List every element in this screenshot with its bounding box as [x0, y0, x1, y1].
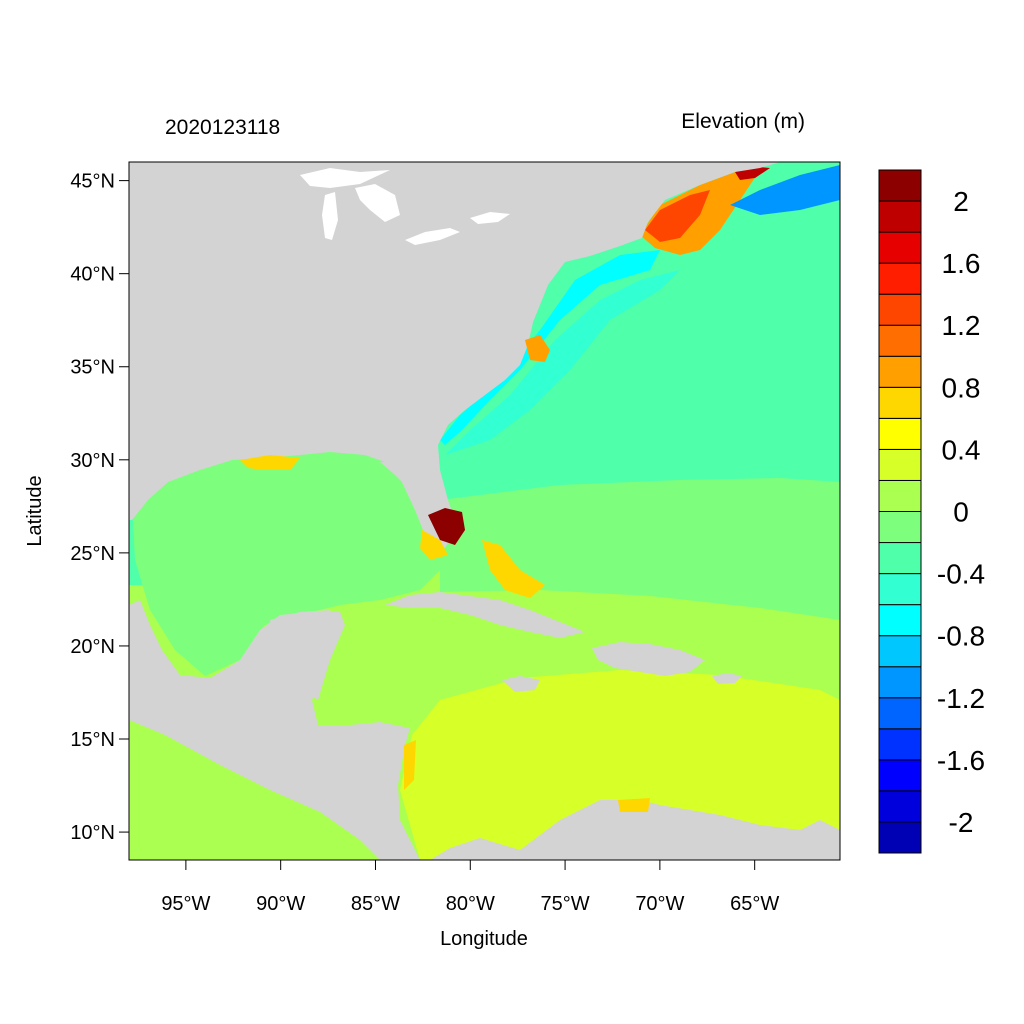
colorbar-box	[878, 293, 922, 326]
colorbar-label: 1.6	[942, 248, 981, 279]
x-axis-ticks: 95°W 90°W 85°W 80°W 75°W 70°W 65°W	[161, 860, 779, 915]
colorbar	[878, 169, 922, 854]
y-tick-label: 40°N	[70, 264, 115, 286]
x-tick-label: 95°W	[161, 893, 210, 915]
cuba-land	[385, 592, 585, 638]
y-tick-label: 45°N	[70, 171, 115, 193]
colorbar-label: 0	[953, 497, 969, 528]
mid-atlantic-coastal-band	[445, 270, 680, 455]
colorbar-box	[878, 355, 922, 388]
lake-huron	[355, 184, 400, 222]
colorbar-label: 0.8	[942, 372, 981, 403]
colorbar-box	[878, 324, 922, 357]
x-tick-label: 90°W	[256, 893, 305, 915]
y-tick-label: 35°N	[70, 357, 115, 379]
colorbar-label: 0.4	[942, 434, 981, 465]
x-tick-label: 70°W	[635, 893, 684, 915]
puerto-rico-land	[712, 673, 742, 684]
colorbar-label: 2	[953, 186, 969, 217]
central-america-land	[129, 600, 420, 860]
colorbar-label: -1.6	[937, 745, 985, 776]
scotian-shelf-low	[730, 165, 840, 215]
hispaniola-land	[592, 642, 705, 676]
south-florida-surge	[428, 508, 465, 545]
nicaragua-coast-surge	[404, 740, 416, 790]
y-tick-label: 30°N	[70, 450, 115, 472]
colorbar-box	[878, 821, 922, 854]
colorbar-label: -1.2	[937, 683, 985, 714]
chesapeake-surge	[525, 335, 550, 362]
variable-title: Elevation (m)	[681, 110, 805, 133]
x-tick-label: 65°W	[730, 893, 779, 915]
land-masses	[129, 162, 840, 860]
colorbar-box	[878, 231, 922, 264]
yucatan-land	[270, 610, 340, 700]
colorbar-label: -0.4	[937, 559, 985, 590]
colorbar-box	[878, 759, 922, 792]
colorbar-box	[878, 573, 922, 606]
colorbar-box	[878, 448, 922, 481]
colorbar-box	[878, 697, 922, 730]
lake-erie	[405, 228, 460, 245]
map-panel	[129, 162, 840, 860]
colorbar-box	[878, 790, 922, 823]
bahamas-surge	[482, 540, 545, 598]
lake-ontario	[470, 212, 510, 224]
colorbar-label: -2	[949, 807, 974, 838]
y-axis-ticks: 45°N 40°N 35°N 30°N 25°N 20°N 15°N 10°N	[70, 171, 129, 844]
jamaica-land	[502, 676, 540, 692]
date-title: 2020123118	[165, 116, 280, 139]
south-america-land	[430, 800, 840, 860]
colorbar-box	[878, 200, 922, 233]
y-tick-label: 15°N	[70, 729, 115, 751]
venezuela-coast-surge	[618, 798, 650, 812]
colorbar-box	[878, 386, 922, 419]
colorbar-labels: 2 1.6 1.2 0.8 0.4 0 -0.4 -0.8 -1.2 -1.6 -2	[937, 186, 985, 838]
colorbar-box	[878, 262, 922, 295]
colorbar-box	[878, 728, 922, 761]
florida-keys-surge	[420, 530, 448, 560]
colorbar-box	[878, 479, 922, 513]
x-tick-label: 85°W	[351, 893, 400, 915]
lake-superior	[300, 168, 390, 188]
x-tick-label: 75°W	[541, 893, 590, 915]
map-frame	[128, 161, 841, 861]
colorbar-label: -0.8	[937, 621, 985, 652]
y-axis-label: Latitude	[24, 475, 46, 546]
gulf-of-maine-peak	[645, 190, 710, 242]
gulf-coast-surge	[240, 455, 300, 470]
y-tick-label: 10°N	[70, 822, 115, 844]
colorbar-box	[878, 666, 922, 699]
north-america-land	[129, 162, 780, 548]
northeast-coastal-band	[440, 250, 660, 445]
colorbar-box	[878, 542, 922, 575]
colorbar-label: 1.2	[942, 310, 981, 341]
colorbar-box	[878, 511, 922, 544]
y-tick-label: 20°N	[70, 636, 115, 658]
colorbar-box	[878, 635, 922, 668]
colorbar-box	[878, 169, 922, 202]
x-axis-label: Longitude	[440, 928, 528, 950]
lake-michigan	[322, 192, 338, 240]
southern-caribbean-zone	[400, 670, 840, 860]
colorbar-box	[878, 604, 922, 637]
great-lakes	[300, 168, 510, 245]
x-tick-label: 80°W	[446, 893, 495, 915]
y-tick-label: 25°N	[70, 543, 115, 565]
gulf-of-mexico	[133, 450, 445, 676]
colorbar-box	[878, 417, 922, 450]
